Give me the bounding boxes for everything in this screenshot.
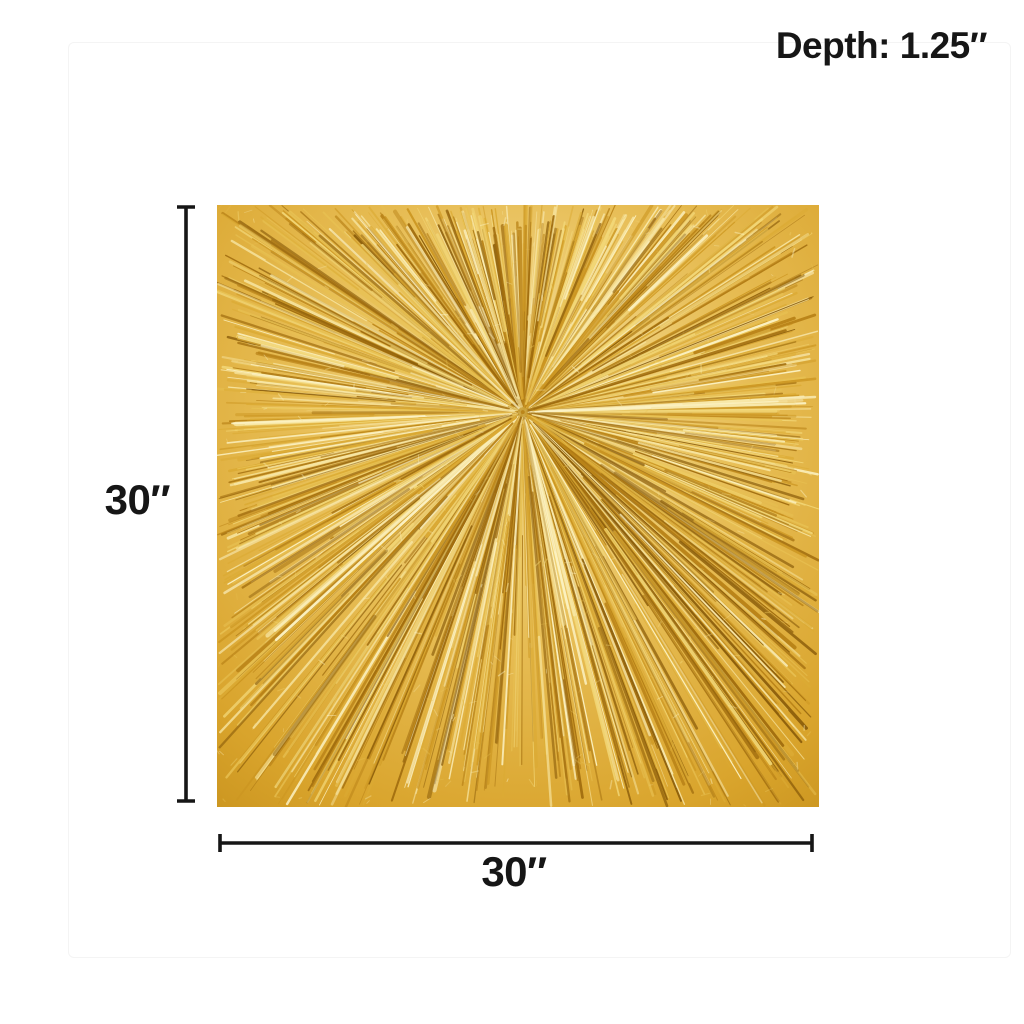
- sunburst-artwork: [217, 205, 819, 807]
- sunburst-art-canvas: [217, 205, 819, 807]
- depth-label: Depth: 1.25″: [775, 25, 988, 66]
- width-dimension-line: [218, 834, 814, 852]
- height-label: 30″: [104, 476, 171, 523]
- height-dimension-line: [177, 205, 195, 803]
- width-label: 30″: [481, 848, 547, 895]
